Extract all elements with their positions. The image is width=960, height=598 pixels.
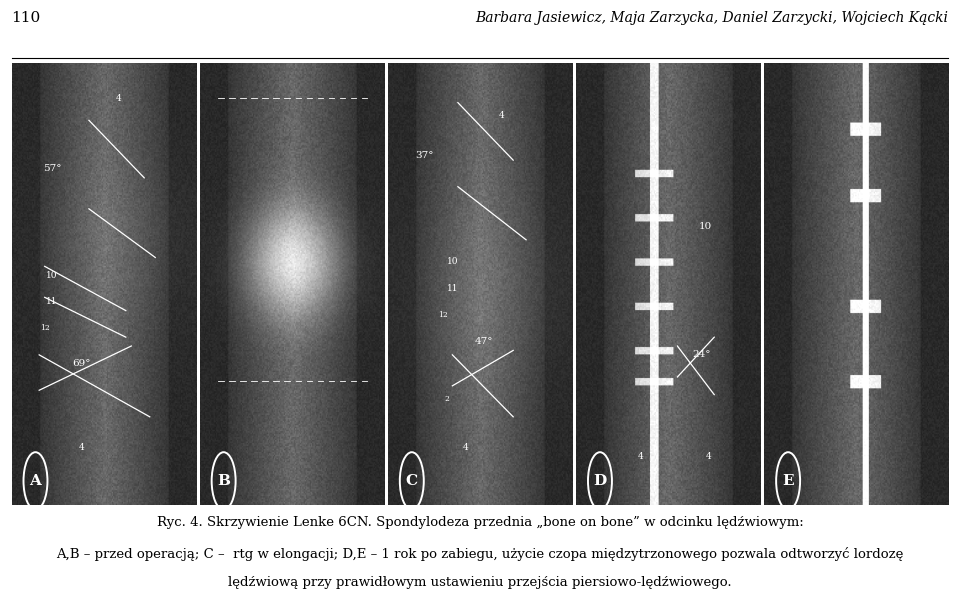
Text: C: C (406, 474, 418, 488)
Text: 12: 12 (439, 311, 448, 319)
Text: Barbara Jasiewicz, Maja Zarzycka, Daniel Zarzycki, Wojciech Kącki: Barbara Jasiewicz, Maja Zarzycka, Daniel… (475, 11, 948, 25)
Text: 10: 10 (446, 257, 458, 267)
Text: D: D (593, 474, 607, 488)
Text: A,B – przed operacją; C –  rtg w elongacji; D,E – 1 rok po zabiegu, użycie czopa: A,B – przed operacją; C – rtg w elongacj… (57, 547, 903, 561)
Text: 110: 110 (12, 11, 40, 25)
Text: 10: 10 (46, 271, 58, 280)
Text: 4: 4 (499, 111, 505, 120)
Text: 4: 4 (706, 452, 711, 461)
Text: 37°: 37° (416, 151, 434, 160)
Text: 11: 11 (446, 284, 458, 293)
Text: 4: 4 (463, 443, 468, 452)
Text: E: E (782, 474, 794, 488)
Text: B: B (217, 474, 230, 488)
Text: 69°: 69° (72, 359, 91, 368)
Text: 10: 10 (698, 222, 711, 231)
Text: 24°: 24° (692, 350, 710, 359)
Text: 4: 4 (637, 452, 643, 461)
Text: 47°: 47° (474, 337, 492, 346)
Text: 57°: 57° (43, 164, 61, 173)
Text: Ryc. 4. Skrzywienie Lenke 6CN. Spondylodeza przednia „bone on bone” w odcinku lę: Ryc. 4. Skrzywienie Lenke 6CN. Spondylod… (156, 517, 804, 529)
Text: 4: 4 (115, 94, 121, 103)
Text: lędźwiową przy prawidłowym ustawieniu przejścia piersiowo-lędźwiowego.: lędźwiową przy prawidłowym ustawieniu pr… (228, 576, 732, 589)
Text: 11: 11 (46, 297, 58, 306)
Text: A: A (30, 474, 41, 488)
Text: 4: 4 (79, 443, 84, 452)
Text: 2: 2 (444, 395, 449, 403)
Text: 12: 12 (39, 324, 50, 332)
